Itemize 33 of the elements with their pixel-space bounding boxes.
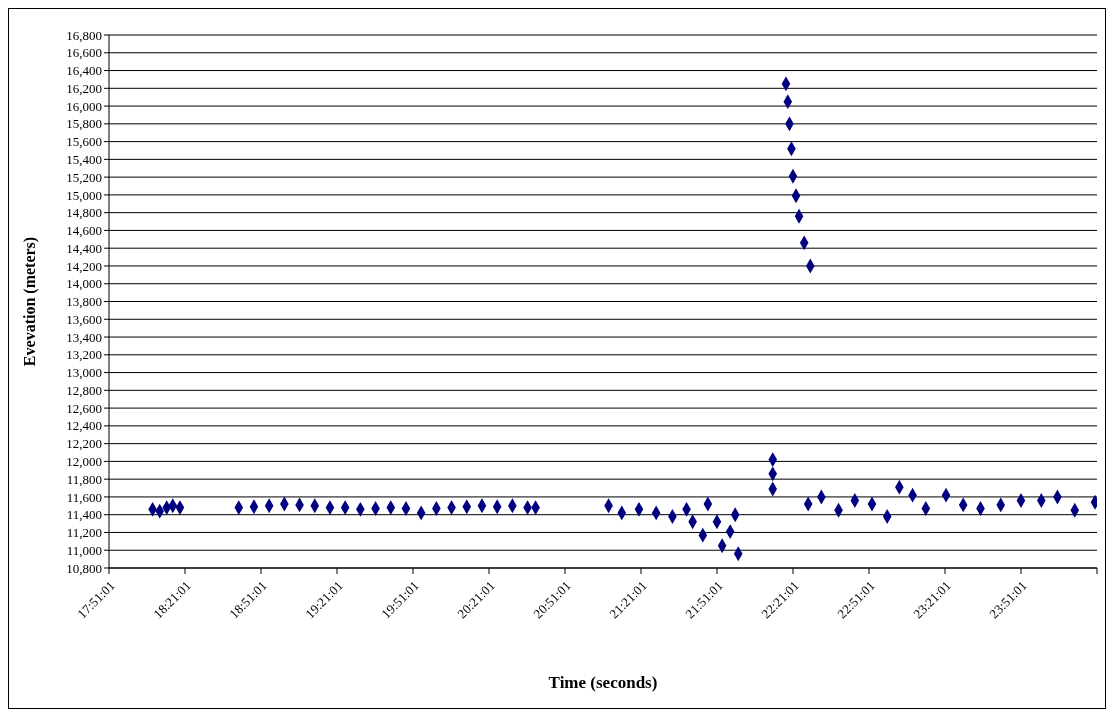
y-tick-label: 14,600 xyxy=(66,223,102,239)
y-tick-label: 14,400 xyxy=(66,240,102,256)
y-tick-label: 13,800 xyxy=(66,294,102,310)
y-tick-label: 15,400 xyxy=(66,151,102,167)
y-tick-label: 15,200 xyxy=(66,169,102,185)
y-tick-label: 12,600 xyxy=(66,400,102,416)
y-tick-label: 16,200 xyxy=(66,80,102,96)
y-tick-label: 10,800 xyxy=(66,560,102,576)
y-tick-label: 13,400 xyxy=(66,329,102,345)
y-tick-label: 15,800 xyxy=(66,116,102,132)
y-tick-label: 12,800 xyxy=(66,382,102,398)
y-tick-label: 16,800 xyxy=(66,27,102,43)
y-tick-label: 14,200 xyxy=(66,258,102,274)
y-tick-label: 15,600 xyxy=(66,134,102,150)
y-axis-title: Evevation (meters) xyxy=(20,236,39,367)
y-tick-label: 16,400 xyxy=(66,63,102,79)
y-tick-label: 13,600 xyxy=(66,311,102,327)
y-tick-label: 12,000 xyxy=(66,454,102,470)
y-tick-label: 16,000 xyxy=(66,98,102,114)
y-tick-label: 11,400 xyxy=(66,507,102,523)
y-tick-label: 11,600 xyxy=(66,489,102,505)
y-tick-label: 11,200 xyxy=(66,525,102,541)
y-tick-label: 16,600 xyxy=(66,45,102,61)
y-tick-label: 13,000 xyxy=(66,365,102,381)
y-tick-label: 14,000 xyxy=(66,276,102,292)
y-tick-label: 15,000 xyxy=(66,187,102,203)
y-tick-label: 12,200 xyxy=(66,436,102,452)
y-tick-label: 11,000 xyxy=(66,542,102,558)
y-tick-label: 11,800 xyxy=(66,471,102,487)
y-tick-label: 14,800 xyxy=(66,205,102,221)
x-axis-title: Time (seconds) xyxy=(548,673,658,692)
y-tick-label: 12,400 xyxy=(66,418,102,434)
y-tick-label: 13,200 xyxy=(66,347,102,363)
